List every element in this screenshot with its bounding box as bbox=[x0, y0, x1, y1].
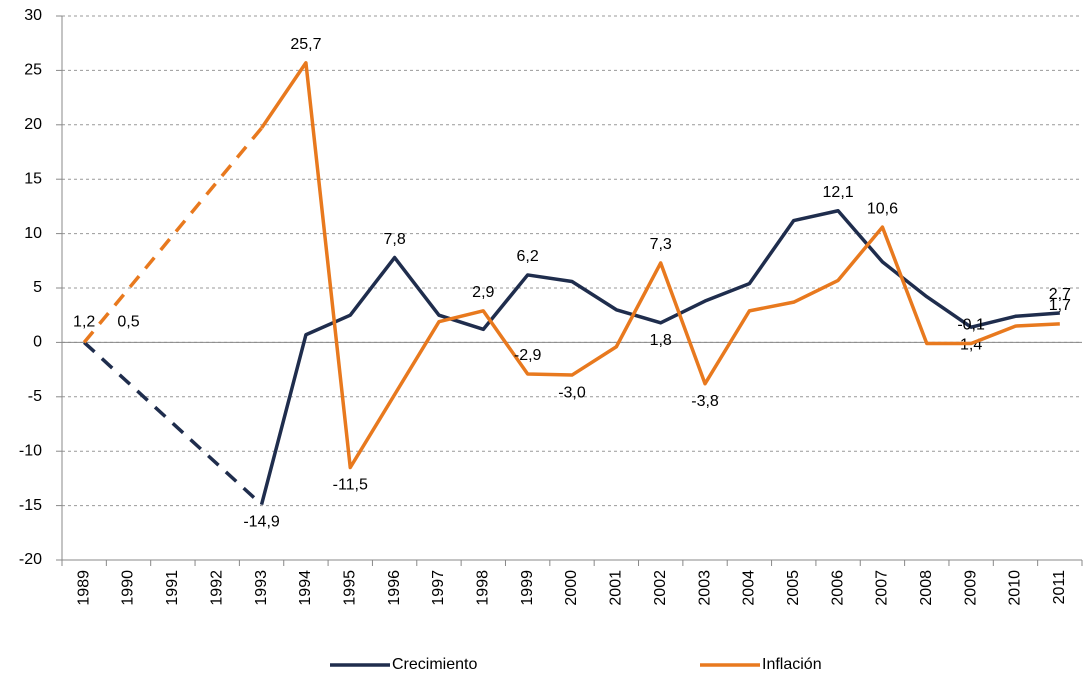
x-tick-label: 1997 bbox=[430, 570, 447, 606]
x-tick-label: 2009 bbox=[962, 570, 979, 606]
legend-label: Inflación bbox=[762, 656, 822, 673]
y-tick-label: -15 bbox=[19, 497, 42, 514]
x-tick-label: 1996 bbox=[386, 570, 403, 606]
series-line bbox=[259, 209, 1060, 505]
x-tick-label: 2008 bbox=[918, 570, 935, 606]
data-label: -2,9 bbox=[514, 347, 542, 364]
x-tick-label: 2001 bbox=[608, 570, 625, 606]
y-tick-label: -5 bbox=[28, 388, 42, 405]
x-tick-label: 2005 bbox=[785, 570, 802, 606]
data-label: 12,1 bbox=[823, 184, 854, 201]
data-label: 7,8 bbox=[383, 231, 405, 248]
legend-label: Crecimiento bbox=[392, 656, 477, 673]
x-tick-label: 1993 bbox=[253, 570, 270, 606]
data-label: 7,3 bbox=[650, 236, 672, 253]
y-tick-label: -10 bbox=[19, 442, 42, 459]
y-tick-label: 25 bbox=[24, 62, 42, 79]
y-tick-label: -20 bbox=[19, 551, 42, 568]
x-tick-label: 1990 bbox=[120, 570, 137, 606]
x-tick-label: 2007 bbox=[874, 570, 891, 606]
y-tick-label: 5 bbox=[33, 279, 42, 296]
x-tick-label: 1994 bbox=[297, 570, 314, 606]
x-tick-label: 1989 bbox=[75, 570, 92, 606]
gap-bridge bbox=[82, 341, 263, 506]
data-label: -14,9 bbox=[243, 514, 280, 531]
y-tick-label: 30 bbox=[24, 7, 42, 24]
x-tick-label: 2002 bbox=[652, 570, 669, 606]
y-tick-label: 10 bbox=[24, 225, 42, 242]
x-tick-label: 2000 bbox=[563, 570, 580, 606]
data-label: 10,6 bbox=[867, 200, 898, 217]
x-tick-label: 2011 bbox=[1051, 570, 1068, 605]
data-label: 2,7 bbox=[1049, 286, 1071, 303]
annotation: 1,2 bbox=[73, 314, 95, 331]
data-label: 1,8 bbox=[650, 332, 672, 349]
data-label: -11,5 bbox=[333, 477, 368, 494]
data-label: 2,9 bbox=[472, 284, 494, 301]
data-label: 25,7 bbox=[290, 36, 321, 53]
x-tick-label: 1992 bbox=[208, 570, 225, 606]
data-label: 6,2 bbox=[517, 248, 539, 265]
x-tick-label: 2003 bbox=[696, 570, 713, 606]
y-tick-label: 15 bbox=[24, 170, 42, 187]
data-label: 1,7 bbox=[1049, 297, 1071, 314]
data-label: -3,0 bbox=[558, 384, 586, 401]
x-tick-label: 1995 bbox=[341, 570, 358, 606]
y-tick-label: 0 bbox=[33, 334, 42, 351]
x-tick-label: 1999 bbox=[519, 570, 536, 606]
x-tick-label: 1998 bbox=[475, 570, 492, 606]
x-tick-label: 2010 bbox=[1007, 570, 1024, 606]
x-tick-label: 1991 bbox=[164, 570, 181, 606]
x-tick-label: 2004 bbox=[741, 570, 758, 606]
series-line bbox=[260, 61, 1060, 470]
y-tick-label: 20 bbox=[24, 116, 42, 133]
annotation: 0,5 bbox=[117, 314, 139, 331]
data-label: -0,1 bbox=[957, 317, 985, 334]
x-tick-label: 2006 bbox=[829, 570, 846, 606]
data-label: -3,8 bbox=[691, 393, 719, 410]
gap-bridge bbox=[82, 126, 263, 344]
